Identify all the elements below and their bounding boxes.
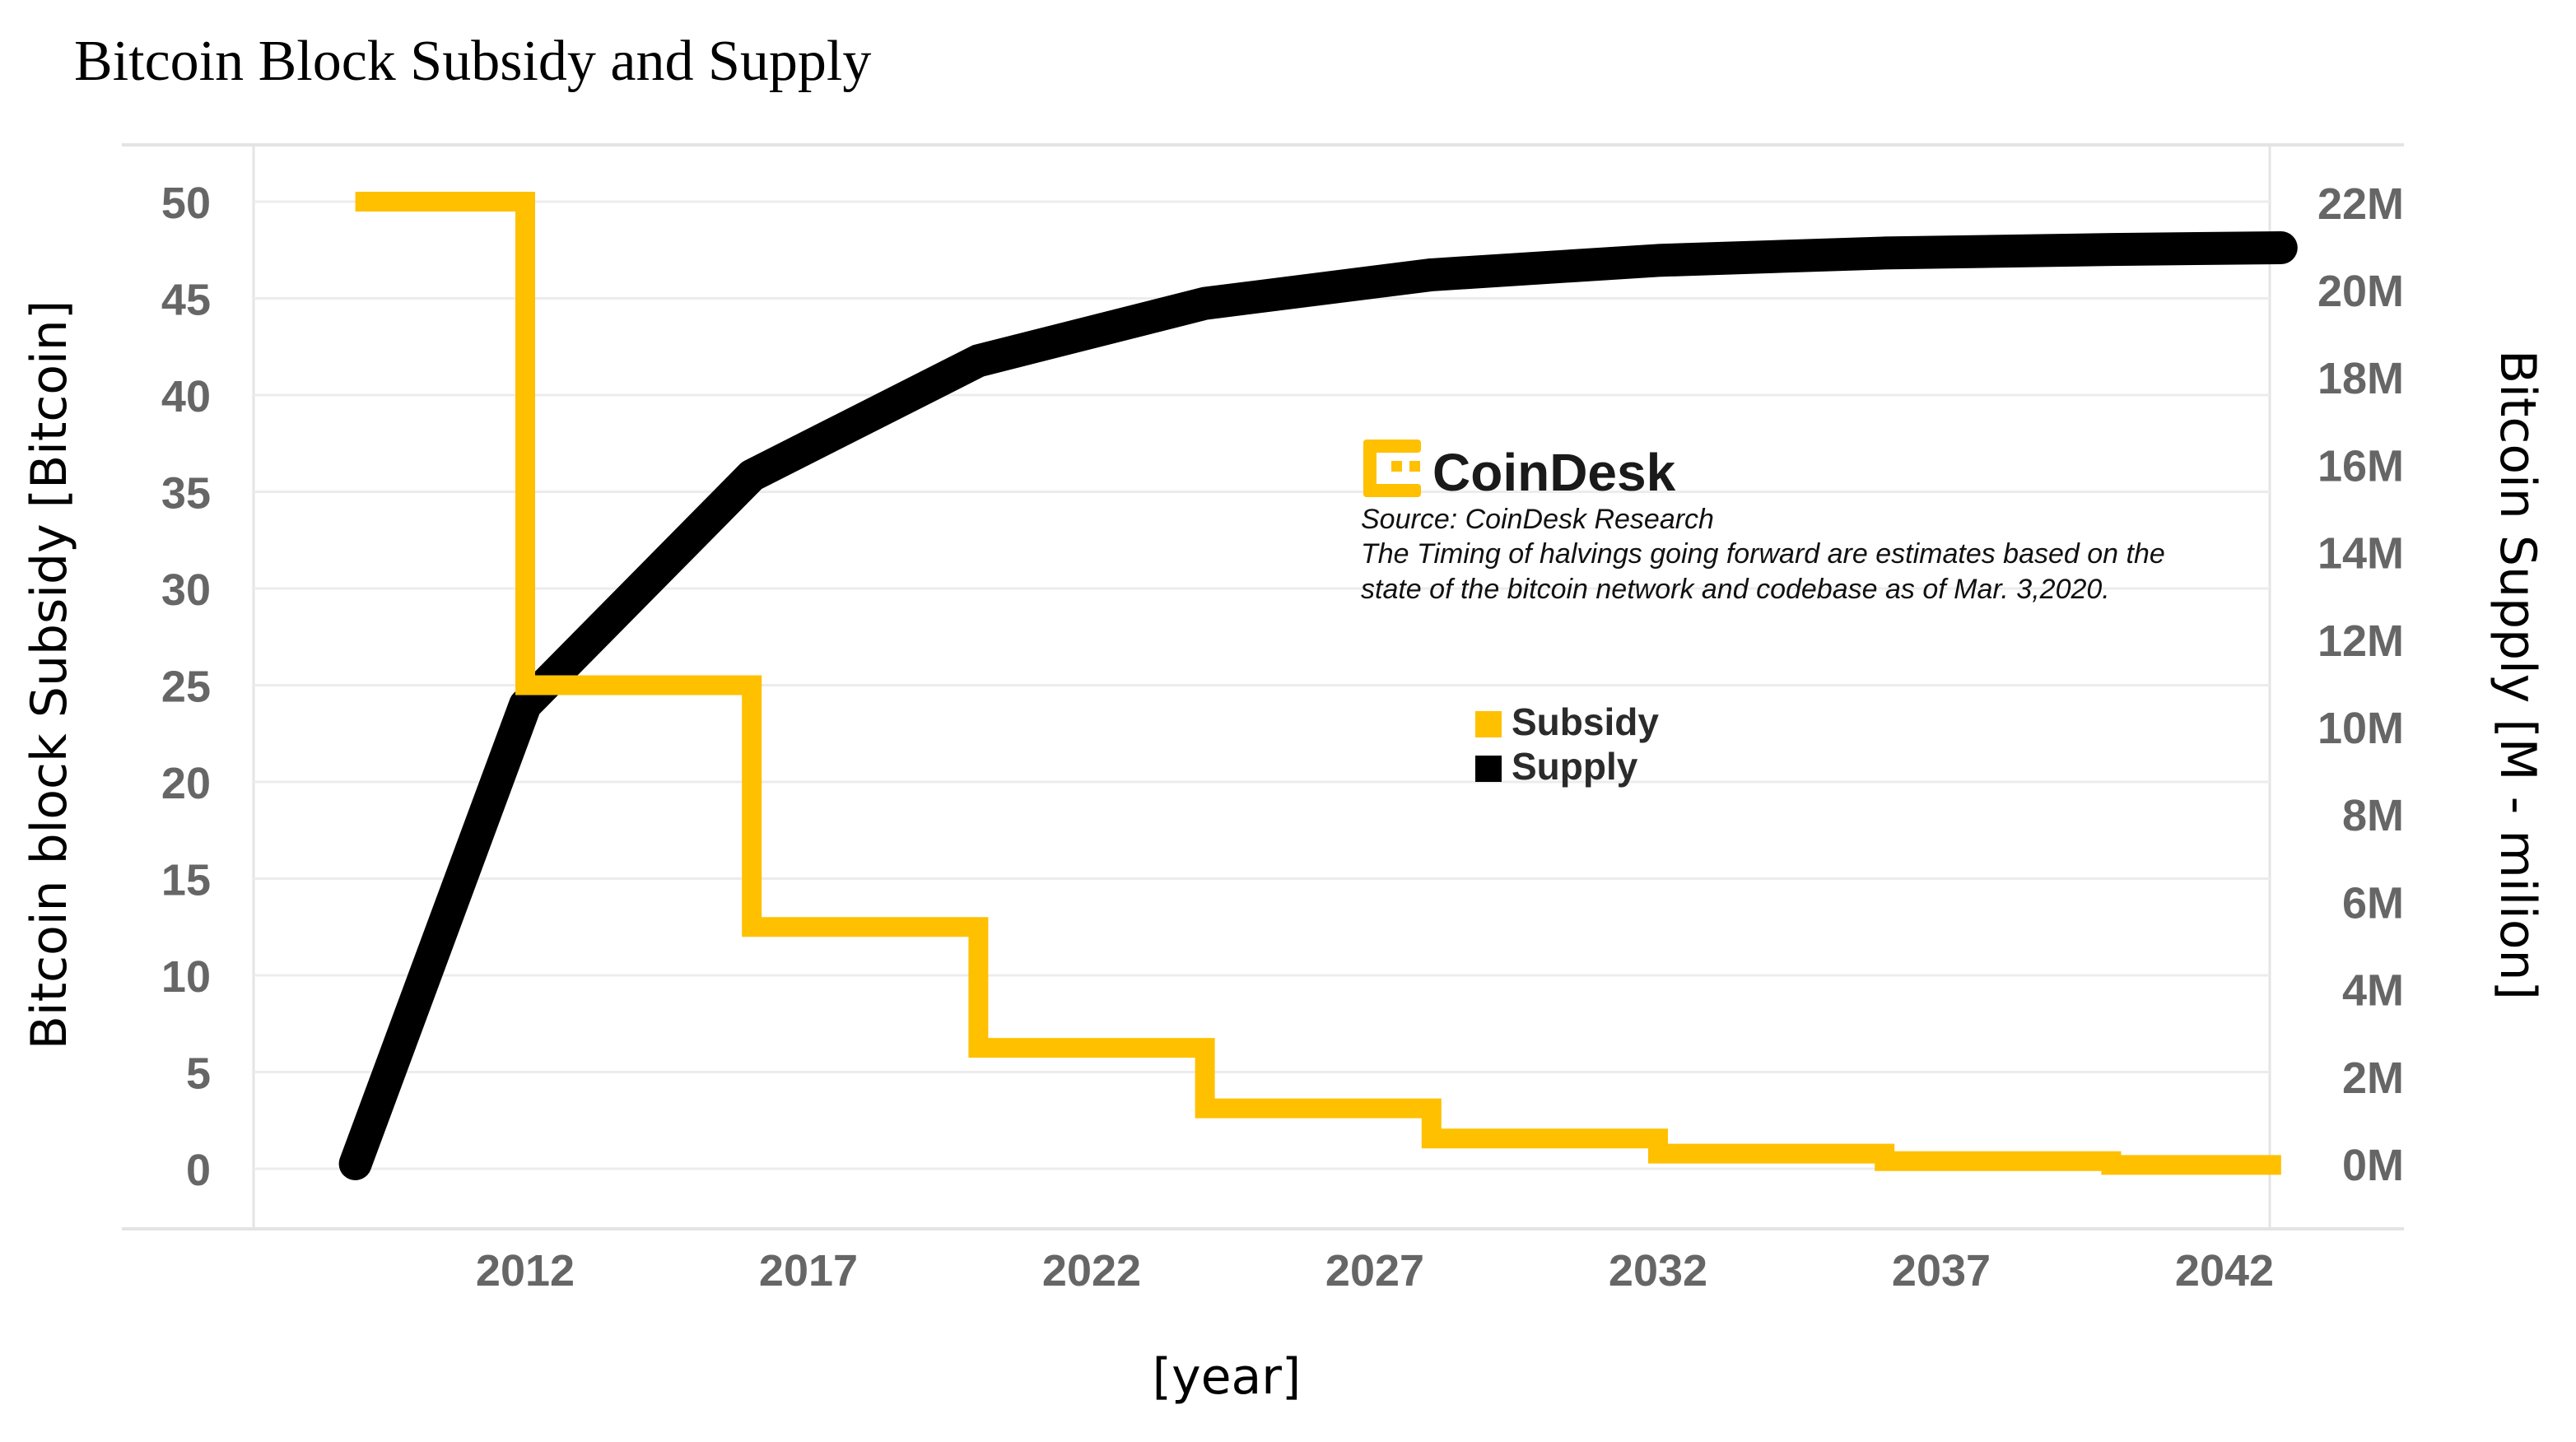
right-axis-label: Bitcoin Supply [M - milion] bbox=[2489, 350, 2546, 1000]
left-tick-label: 25 bbox=[161, 663, 211, 712]
right-tick-label: 4M bbox=[2342, 966, 2404, 1016]
right-tick-label: 6M bbox=[2342, 878, 2404, 928]
left-tick-label: 10 bbox=[161, 952, 211, 1002]
chart-title: Bitcoin Block Subsidy and Supply bbox=[74, 30, 871, 93]
series-group bbox=[338, 192, 2298, 1180]
left-tick-label: 40 bbox=[161, 372, 211, 421]
x-tick-label: 2027 bbox=[1325, 1246, 1424, 1295]
left-tick-label: 5 bbox=[186, 1049, 211, 1099]
series-line-supply bbox=[338, 231, 2298, 1180]
right-tick-label: 10M bbox=[2317, 704, 2404, 753]
left-tick-label: 45 bbox=[161, 276, 211, 325]
x-tick-label: 2012 bbox=[476, 1246, 575, 1295]
x-tick-label: 2037 bbox=[1892, 1246, 1991, 1295]
legend: Subsidy Supply bbox=[1475, 700, 1659, 788]
x-tick-label: 2032 bbox=[1609, 1246, 1707, 1295]
coindesk-logo-text: CoinDesk bbox=[1432, 443, 1676, 502]
right-tick-label: 8M bbox=[2342, 791, 2404, 840]
legend-swatch-subsidy bbox=[1475, 711, 1502, 737]
legend-label-subsidy: Subsidy bbox=[1512, 700, 1659, 743]
source-text: Source: CoinDesk Research bbox=[1361, 504, 1714, 535]
coindesk-logo-icon bbox=[1363, 440, 1421, 497]
plot-frame bbox=[122, 143, 2404, 1230]
x-tick-label: 2042 bbox=[2175, 1246, 2274, 1295]
x-axis-ticks: 2012 2017 2022 2027 2032 2037 2042 bbox=[476, 1246, 2274, 1295]
right-axis-ticks: 0M 2M 4M 6M 8M 10M 12M 14M 16M 18M 20M 22M bbox=[2317, 179, 2404, 1190]
left-tick-label: 15 bbox=[161, 856, 211, 905]
legend-label-supply: Supply bbox=[1512, 745, 1638, 788]
right-tick-label: 12M bbox=[2317, 616, 2404, 666]
left-tick-label: 35 bbox=[161, 469, 211, 519]
left-tick-label: 50 bbox=[161, 179, 211, 228]
x-tick-label: 2017 bbox=[759, 1246, 858, 1295]
right-tick-label: 2M bbox=[2342, 1054, 2404, 1103]
right-tick-label: 18M bbox=[2317, 354, 2404, 403]
x-tick-label: 2022 bbox=[1042, 1246, 1141, 1295]
left-tick-label: 30 bbox=[161, 565, 211, 615]
series-line-subsidy bbox=[355, 192, 2281, 1175]
left-tick-label: 0 bbox=[186, 1146, 211, 1195]
right-tick-label: 20M bbox=[2317, 267, 2404, 316]
note-line-1: The Timing of halvings going forward are… bbox=[1361, 538, 2165, 570]
legend-swatch-supply bbox=[1475, 756, 1502, 782]
coindesk-logo: CoinDesk bbox=[1363, 440, 1676, 502]
x-axis-label: [year] bbox=[1153, 1348, 1302, 1406]
note-line-2: state of the bitcoin network and codebas… bbox=[1361, 574, 2110, 605]
left-axis-label: Bitcoin block Subsidy [Bitcoin] bbox=[21, 300, 78, 1049]
left-tick-label: 20 bbox=[161, 759, 211, 808]
left-axis-ticks: 0 5 10 15 20 25 30 35 40 45 50 bbox=[161, 179, 211, 1195]
right-tick-label: 22M bbox=[2317, 179, 2404, 229]
right-tick-label: 14M bbox=[2317, 529, 2404, 579]
right-tick-label: 16M bbox=[2317, 441, 2404, 491]
right-tick-label: 0M bbox=[2342, 1141, 2404, 1190]
